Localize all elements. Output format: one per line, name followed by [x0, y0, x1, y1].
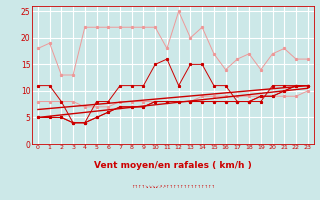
- Text: ↑↑↑↑↘↘↘↙↗↗↑↑↑↑↑↑↑↑↑↑↑↑↑↑: ↑↑↑↑↘↘↘↙↗↗↑↑↑↑↑↑↑↑↑↑↑↑↑↑: [131, 185, 215, 189]
- X-axis label: Vent moyen/en rafales ( km/h ): Vent moyen/en rafales ( km/h ): [94, 161, 252, 170]
